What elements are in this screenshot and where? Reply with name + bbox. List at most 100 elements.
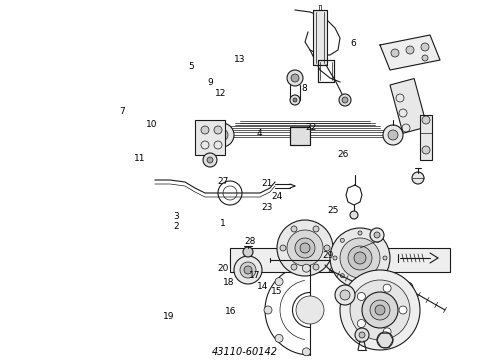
Circle shape — [313, 226, 319, 232]
Circle shape — [370, 300, 390, 320]
Circle shape — [275, 278, 283, 285]
Circle shape — [234, 256, 262, 284]
Circle shape — [264, 306, 272, 314]
Text: 9: 9 — [208, 78, 214, 87]
Text: 8: 8 — [301, 84, 307, 93]
Circle shape — [291, 226, 297, 232]
Circle shape — [287, 70, 303, 86]
Circle shape — [412, 172, 424, 184]
Bar — [390, 78, 427, 133]
Circle shape — [350, 211, 358, 219]
Circle shape — [330, 228, 390, 288]
Text: 20: 20 — [217, 264, 229, 273]
Circle shape — [210, 123, 234, 147]
Text: 6: 6 — [350, 39, 356, 48]
Circle shape — [376, 274, 380, 278]
Circle shape — [287, 230, 323, 266]
Text: 2: 2 — [173, 222, 179, 231]
Text: 19: 19 — [163, 312, 175, 321]
Circle shape — [339, 94, 351, 106]
Text: 27: 27 — [217, 177, 229, 186]
Circle shape — [355, 328, 369, 342]
Circle shape — [358, 281, 362, 285]
Circle shape — [340, 270, 420, 350]
Text: 4: 4 — [257, 129, 263, 138]
Text: 24: 24 — [271, 192, 282, 201]
Circle shape — [216, 129, 228, 141]
Circle shape — [291, 74, 299, 82]
Circle shape — [401, 282, 413, 294]
Circle shape — [277, 220, 333, 276]
Circle shape — [406, 46, 414, 54]
Circle shape — [374, 232, 380, 238]
Circle shape — [376, 238, 380, 242]
Circle shape — [342, 97, 348, 103]
Text: 18: 18 — [223, 278, 235, 287]
Text: 12: 12 — [215, 89, 226, 98]
Text: 1: 1 — [220, 219, 226, 228]
Circle shape — [383, 328, 391, 336]
Circle shape — [391, 49, 399, 57]
Circle shape — [324, 245, 330, 251]
Bar — [230, 248, 450, 272]
Circle shape — [302, 348, 310, 356]
Circle shape — [290, 95, 300, 105]
Text: 15: 15 — [271, 287, 283, 296]
Circle shape — [335, 285, 355, 305]
Circle shape — [296, 296, 324, 324]
Circle shape — [358, 231, 362, 235]
Circle shape — [240, 262, 256, 278]
Circle shape — [388, 130, 398, 140]
Text: 43110-60142: 43110-60142 — [212, 347, 278, 357]
Circle shape — [399, 306, 407, 314]
Circle shape — [350, 280, 410, 340]
Circle shape — [377, 332, 393, 348]
Circle shape — [421, 43, 429, 51]
Circle shape — [280, 245, 286, 251]
Circle shape — [340, 290, 350, 300]
Text: 5: 5 — [188, 62, 194, 71]
Bar — [313, 10, 327, 65]
Circle shape — [348, 246, 372, 270]
Text: 7: 7 — [120, 107, 125, 116]
Circle shape — [383, 256, 387, 260]
Text: 25: 25 — [327, 206, 339, 215]
Circle shape — [214, 126, 222, 134]
Circle shape — [354, 252, 366, 264]
Circle shape — [340, 238, 380, 278]
Circle shape — [370, 228, 384, 242]
Text: 28: 28 — [244, 237, 256, 246]
Circle shape — [357, 320, 366, 328]
Circle shape — [422, 116, 430, 124]
Circle shape — [341, 238, 344, 242]
Circle shape — [201, 126, 209, 134]
Circle shape — [295, 238, 315, 258]
Text: 17: 17 — [249, 271, 261, 280]
Circle shape — [302, 264, 310, 272]
Text: 10: 10 — [146, 120, 158, 129]
Circle shape — [313, 264, 319, 270]
Circle shape — [243, 247, 253, 257]
Circle shape — [341, 274, 344, 278]
Bar — [195, 120, 225, 155]
Circle shape — [383, 284, 391, 292]
Text: 22: 22 — [306, 123, 317, 132]
Text: 29: 29 — [322, 251, 334, 260]
Circle shape — [357, 292, 366, 301]
Circle shape — [362, 292, 398, 328]
Bar — [318, 60, 334, 82]
Bar — [420, 115, 432, 160]
Bar — [290, 127, 310, 145]
Text: 16: 16 — [224, 307, 236, 316]
Text: 21: 21 — [261, 179, 273, 188]
Text: 14: 14 — [256, 282, 268, 291]
Circle shape — [293, 98, 297, 102]
Circle shape — [359, 332, 365, 338]
Circle shape — [422, 146, 430, 154]
Circle shape — [244, 266, 252, 274]
Circle shape — [207, 157, 213, 163]
Circle shape — [383, 125, 403, 145]
Circle shape — [422, 55, 428, 61]
Polygon shape — [380, 35, 440, 70]
Text: 3: 3 — [173, 212, 179, 220]
